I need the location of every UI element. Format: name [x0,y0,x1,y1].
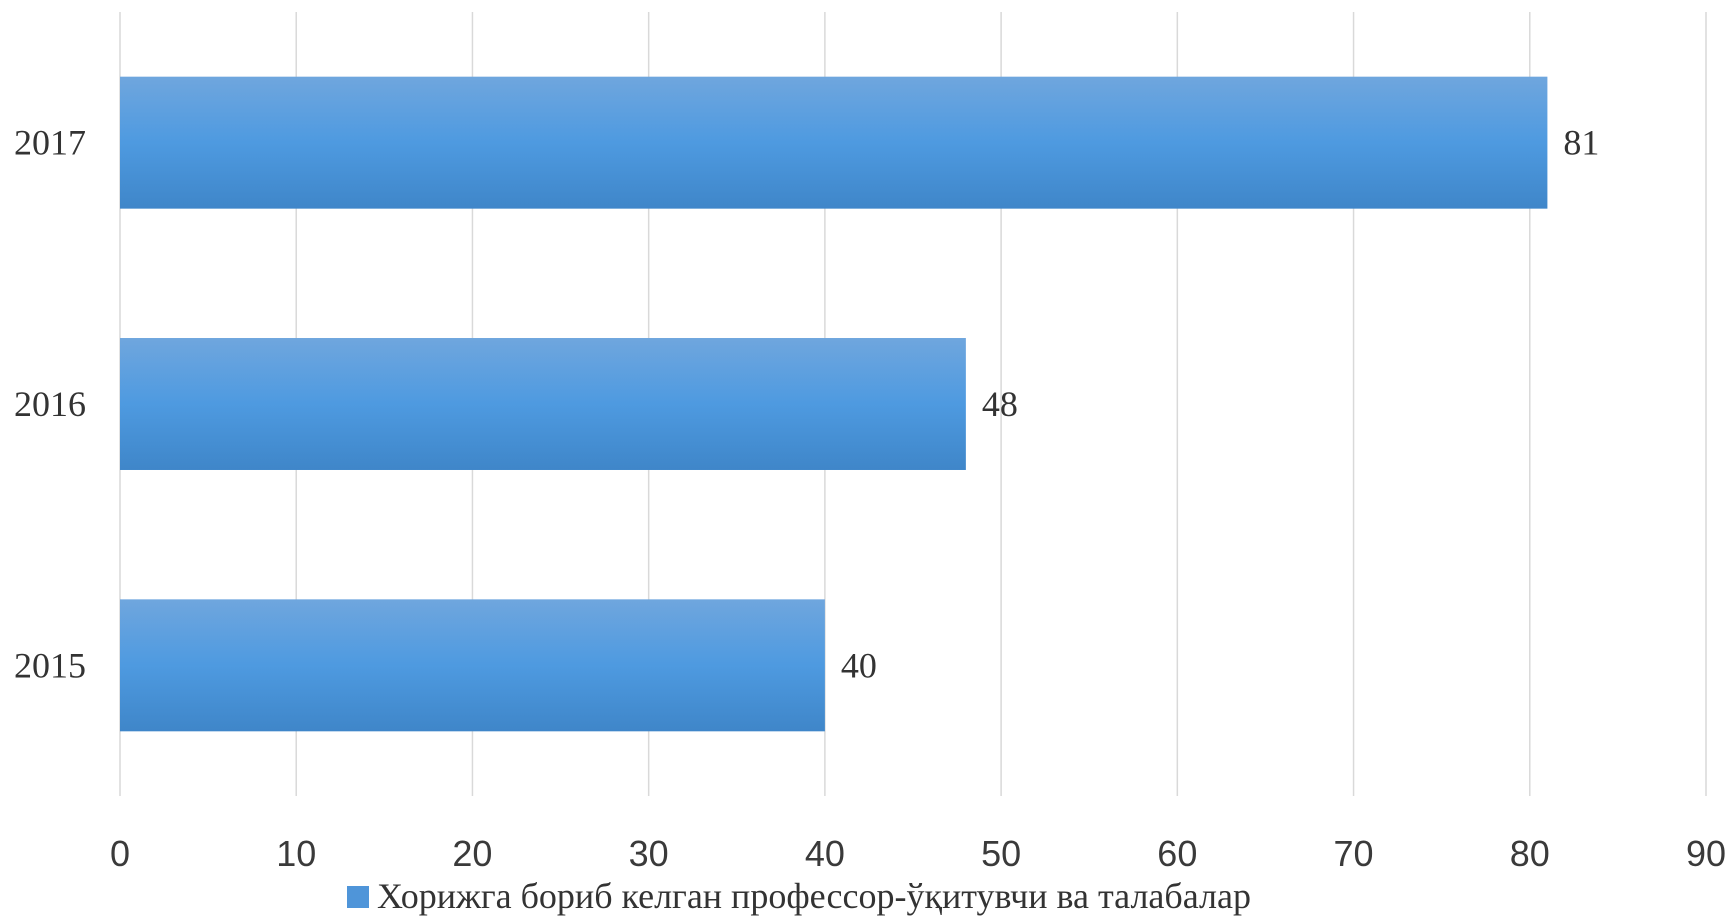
x-tick-label: 90 [1686,833,1726,874]
data-label-2015: 40 [841,645,877,685]
x-tick-label: 10 [276,833,316,874]
legend-swatch [347,886,369,908]
category-label-2015: 2015 [14,645,86,685]
x-tick-label: 50 [981,833,1021,874]
bar-2015 [120,599,825,732]
x-tick-label: 30 [629,833,669,874]
bar-2017 [120,76,1548,209]
data-label-2016: 48 [982,384,1018,424]
legend: Хорижга бориб келган профессор-ўқитувчи … [347,876,1251,916]
category-label-2016: 2016 [14,384,86,424]
x-tick-label: 40 [805,833,845,874]
x-tick-label: 80 [1510,833,1550,874]
x-tick-label: 0 [110,833,130,874]
legend-label: Хорижга бориб келган профессор-ўқитувчи … [377,876,1251,916]
category-axis-labels: 2015 2016 2017 [14,123,86,686]
x-tick-label: 20 [452,833,492,874]
data-labels: 40 48 81 [841,123,1600,686]
bar-2016 [120,338,966,470]
x-tick-label: 70 [1334,833,1374,874]
x-tick-label: 60 [1157,833,1197,874]
category-label-2017: 2017 [14,123,86,163]
value-axis-labels: 0 10 20 30 40 50 60 70 80 90 [110,833,1726,874]
data-label-2017: 81 [1563,123,1599,163]
bars [120,76,1548,732]
